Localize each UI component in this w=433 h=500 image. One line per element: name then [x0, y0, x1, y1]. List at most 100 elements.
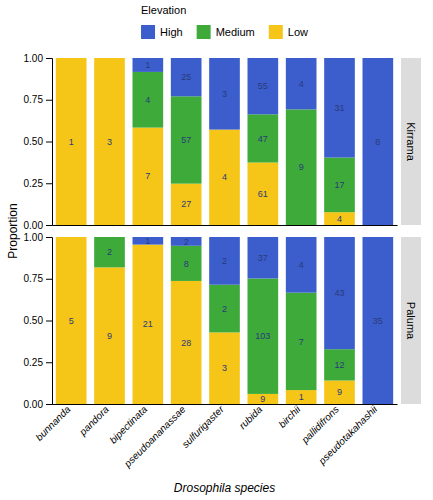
tick-label: 0.25: [24, 357, 44, 368]
bar: [94, 237, 125, 267]
bar: [286, 293, 317, 390]
bar: [324, 381, 355, 404]
bar: [286, 237, 317, 293]
x-tick: pseudoananassae: [121, 403, 188, 470]
count-label: 1: [145, 236, 150, 246]
count-label: 9: [107, 331, 112, 341]
y-tick: 0.00: [24, 220, 52, 231]
tick-label: 0.75: [24, 273, 44, 284]
tick-label: bunnanda: [33, 403, 73, 443]
x-axis: [53, 225, 398, 226]
tick-label: sulfurigaster: [180, 403, 227, 450]
panel: 1372746144574791712535543180.000.250.500…: [24, 53, 421, 231]
tick-label: 0.50: [24, 315, 44, 326]
count-label: 25: [181, 72, 191, 82]
count-label: 103: [255, 331, 270, 341]
count-label: 2: [184, 237, 189, 247]
bar: [209, 237, 240, 285]
y-tick: 1.00: [24, 232, 52, 243]
count-label: 8: [184, 259, 189, 269]
tick-label: rubida: [237, 403, 265, 431]
panel-title: Kirrama: [405, 122, 417, 161]
count-label: 5: [69, 316, 74, 326]
tick-label: birchii: [276, 403, 303, 430]
bar-series: [133, 58, 394, 225]
bar: [363, 58, 394, 225]
bar: [94, 267, 125, 404]
bar: [94, 237, 125, 238]
y-axis: 0.00 0.25 0.50 0.75 1.00: [24, 232, 53, 410]
bar: [209, 58, 240, 130]
bar: [171, 58, 202, 96]
count-label: 2: [222, 304, 227, 314]
y-tick: 0.75: [24, 94, 52, 105]
tick-mark: [46, 225, 52, 226]
count-label: 4: [299, 260, 304, 270]
tick-mark: [46, 321, 52, 322]
count-label: 1: [69, 137, 74, 147]
count-label: 2: [107, 247, 112, 257]
legend-label: Low: [288, 26, 308, 38]
count-label: 17: [334, 180, 344, 190]
bar: [248, 237, 279, 278]
count-label: 4: [299, 79, 304, 89]
count-label: 1: [299, 392, 304, 402]
y-tick: 0.50: [24, 315, 52, 326]
bar: [171, 237, 202, 246]
count-label: 3: [222, 363, 227, 373]
tick-label: 1.00: [24, 232, 44, 243]
bar: [324, 158, 355, 213]
bar: [56, 237, 87, 404]
count-label: 21: [143, 319, 153, 329]
bars: [56, 237, 393, 404]
legend-item: High: [141, 25, 183, 39]
x-axis-title: Drosophila species: [174, 481, 275, 495]
chart: 1372746144574791712535543180.000.250.500…: [0, 0, 433, 500]
legend-swatch: [269, 25, 283, 39]
tick-mark: [46, 58, 52, 59]
count-label: 12: [334, 360, 344, 370]
y-tick: 1.00: [24, 53, 52, 64]
count-label: 28: [181, 338, 191, 348]
axis-line: [46, 238, 53, 405]
bar: [133, 245, 164, 404]
legend-swatch: [141, 25, 155, 39]
legend-item: Low: [269, 25, 308, 39]
strip-bg: [401, 58, 421, 225]
count-labels: 59212839192821037121223744335: [69, 236, 383, 404]
bar: [209, 285, 240, 333]
tick-mark: [46, 142, 52, 143]
legend-item: Medium: [197, 25, 255, 39]
y-tick: 0.00: [24, 399, 52, 410]
tick-mark: [46, 183, 52, 184]
legend-label: Medium: [216, 26, 255, 38]
bar-series: [56, 58, 355, 225]
count-label: 57: [181, 135, 191, 145]
bar: [56, 58, 87, 225]
count-label: 55: [258, 81, 268, 91]
bar: [94, 58, 125, 59]
tick-label: 0.75: [24, 94, 44, 105]
x-tick: birchii: [276, 403, 303, 430]
x-axis: bunnandapandorabipectinatapseudoananassa…: [33, 403, 397, 470]
tick-mark: [46, 404, 52, 405]
bar: [248, 114, 279, 162]
bar: [133, 72, 164, 128]
bar: [324, 237, 355, 349]
count-label: 31: [334, 103, 344, 113]
tick-label: pandora: [76, 403, 111, 438]
bar: [248, 58, 279, 114]
count-label: 47: [258, 134, 268, 144]
bar: [286, 390, 317, 404]
tick-mark: [46, 100, 52, 101]
count-label: 7: [299, 337, 304, 347]
tick-label: pseudotakahashii: [316, 403, 380, 467]
panel: 592128391928210371212237443350.000.250.5…: [24, 232, 421, 470]
bar: [324, 349, 355, 380]
count-label: 9: [337, 387, 342, 397]
bar: [94, 58, 125, 59]
bar: [56, 237, 87, 238]
tick-label: 0.00: [24, 399, 44, 410]
count-label: 2: [222, 256, 227, 266]
bars: [56, 58, 393, 225]
